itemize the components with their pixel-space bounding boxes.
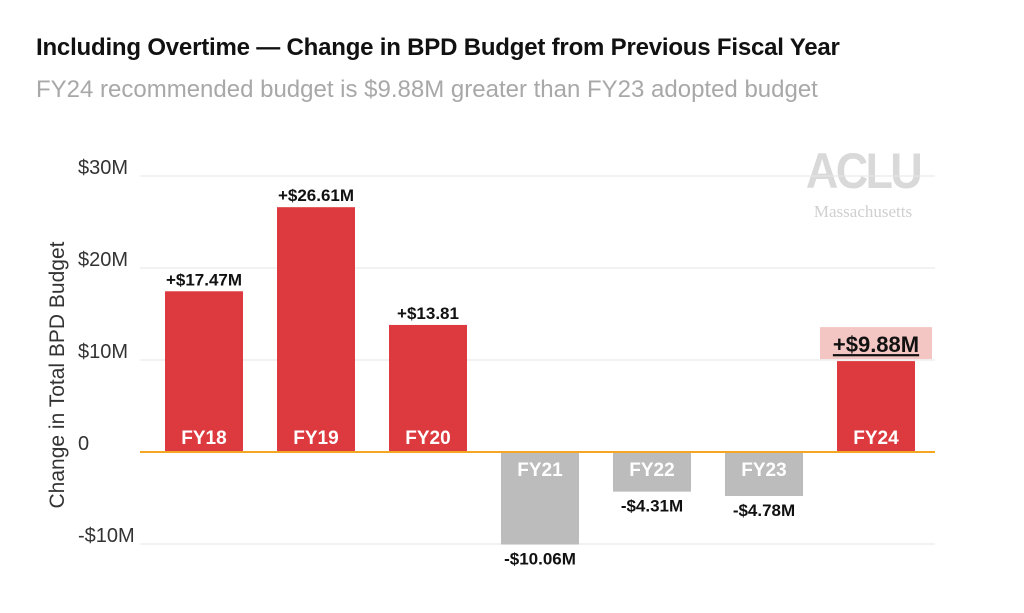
bar <box>501 452 579 545</box>
y-tick-label: $20M <box>78 249 128 271</box>
bar <box>165 291 243 452</box>
category-label: FY21 <box>517 460 563 481</box>
bar <box>277 207 355 452</box>
highlight-box <box>820 327 932 360</box>
chart-title: Including Overtime — Change in BPD Budge… <box>36 34 840 61</box>
data-label: -$4.78M <box>733 501 795 520</box>
category-label: FY24 <box>853 428 899 449</box>
bar <box>725 452 803 496</box>
data-label: +$26.61M <box>278 186 354 205</box>
y-tick-label: -$10M <box>78 525 135 547</box>
y-axis-label: Change in Total BPD Budget <box>46 241 69 508</box>
data-label: -$10.06M <box>504 550 576 569</box>
bar <box>837 361 915 452</box>
category-label: FY18 <box>181 428 226 449</box>
data-label-highlight: +$9.88M <box>833 332 919 357</box>
data-label: +$13.81 <box>397 304 459 323</box>
y-tick-label: $10M <box>78 341 128 363</box>
aclu-logo-subtitle: Massachusetts <box>813 202 913 221</box>
y-tick-label: $30M <box>78 157 128 179</box>
y-tick-label: 0 <box>78 433 89 455</box>
chart-subtitle: FY24 recommended budget is $9.88M greate… <box>36 76 818 103</box>
category-label: FY20 <box>405 428 450 449</box>
category-label: FY22 <box>629 460 674 481</box>
bar <box>389 324 467 452</box>
category-label: FY19 <box>293 428 338 449</box>
data-label: +$17.47M <box>166 270 242 289</box>
bar <box>613 452 691 492</box>
category-label: FY23 <box>741 460 786 481</box>
aclu-logo: ACLU <box>805 143 923 199</box>
data-label: -$4.31M <box>621 497 683 516</box>
